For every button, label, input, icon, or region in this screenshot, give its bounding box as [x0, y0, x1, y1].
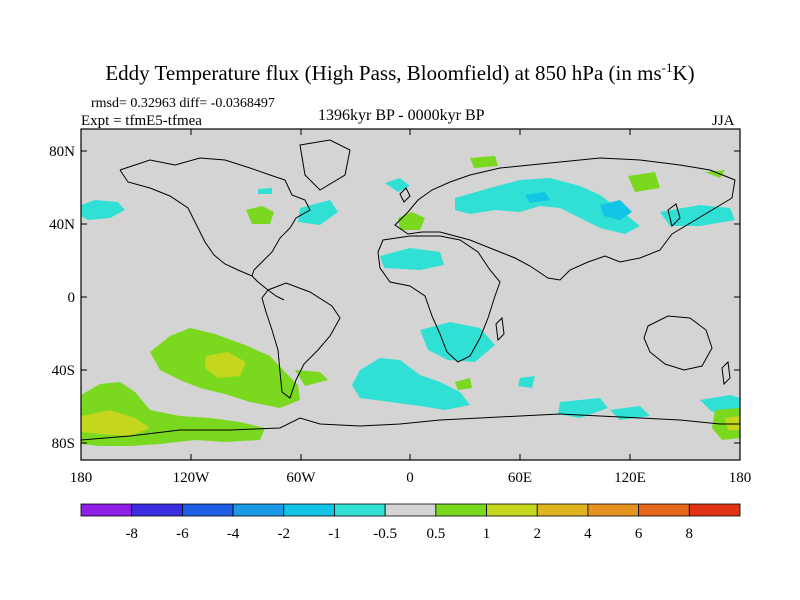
colorbar-label: -1 [328, 526, 341, 542]
experiment-label: Expt = tfmE5-tfmea [81, 113, 202, 129]
colorbar-label: 1 [483, 526, 491, 542]
map-background [81, 129, 740, 460]
x-tick-label: 180 [70, 470, 93, 486]
antarctic-coast-anomaly [700, 395, 740, 412]
colorbar-swatch [181, 503, 234, 517]
arctic-positive [705, 170, 725, 178]
y-tick-labels: 80N 40N 0 40S 80S [49, 144, 75, 452]
eurasia-anomaly [455, 178, 640, 234]
s-america-positive [295, 370, 328, 386]
y-tick-label: 40N [49, 217, 75, 233]
nw-pacific-anomaly [660, 205, 735, 226]
x-tick-label: 0 [406, 470, 414, 486]
siberia-anomaly [385, 178, 410, 192]
stronger-positive-regions [81, 352, 740, 436]
greenland-coast [299, 139, 351, 191]
colorbar-swatch [688, 503, 741, 517]
mediterranean-positive [398, 212, 425, 230]
uk-coast [399, 187, 411, 203]
colorbar-swatch [384, 503, 437, 517]
y-tick-label: 40S [52, 363, 75, 379]
colorbar-swatch [587, 503, 640, 517]
stronger-negative-regions [525, 192, 632, 220]
colorbar-swatch [80, 503, 133, 517]
north-america-coast [119, 157, 311, 301]
period-label: 1396kyr BP - 0000kyr BP [318, 107, 485, 124]
africa-coast [377, 235, 501, 363]
south-pacific-west-core [81, 410, 150, 436]
madagascar-coast [495, 316, 505, 342]
southern-ocean-anomaly [352, 358, 470, 410]
colorbar-swatch [131, 503, 183, 517]
colorbar-swatch [536, 503, 589, 517]
colorbar-label: 6 [635, 526, 643, 542]
colorbar-label: -8 [125, 526, 138, 542]
colorbar-swatch [334, 503, 386, 517]
x-tick-label: 120E [614, 470, 646, 486]
plot-title: Eddy Temperature flux (High Pass, Bloomf… [105, 60, 695, 85]
x-tick-label: 120W [173, 470, 211, 486]
antarctica-coast [81, 413, 740, 441]
colorbar-swatch [638, 503, 690, 517]
x-tick-marks [80, 129, 741, 460]
south-america-coast [261, 282, 341, 399]
indian-ocean-anomaly [518, 376, 535, 388]
colorbar-label: 2 [533, 526, 541, 542]
eurasia-coast [394, 157, 736, 281]
atlantic-strong-anomaly [525, 192, 550, 203]
new-zealand-coast [721, 360, 731, 386]
season-label: JJA [712, 113, 735, 129]
south-pacific-core [205, 352, 246, 378]
x-tick-labels: 180 120W 60W 0 60E 120E 180 [70, 470, 752, 486]
colorbar-label: -2 [278, 526, 291, 542]
n-africa-anomaly [380, 248, 444, 270]
colorbar: -8 -6 -4 -2 -1 -0.5 0.5 1 2 4 6 8 [80, 503, 741, 542]
x-tick-label: 60E [508, 470, 532, 486]
colorbar-label: 8 [686, 526, 694, 542]
y-tick-label: 80N [49, 144, 75, 160]
negative-anomaly-regions [81, 178, 740, 440]
atlantic-south-positive [455, 378, 472, 390]
colorbar-label: 4 [584, 526, 592, 542]
antarctic-east-core [725, 416, 740, 430]
x-tick-label: 60W [286, 470, 316, 486]
colorbar-swatch [232, 503, 285, 517]
stats-label: rmsd= 0.32963 diff= -0.0368497 [91, 96, 275, 111]
japan-coast [667, 203, 681, 227]
australia-coast [643, 315, 713, 371]
east-asia-positive [628, 172, 660, 192]
x-tick-label: 180 [729, 470, 752, 486]
colorbar-swatch [283, 503, 335, 517]
north-america-west-coast [119, 169, 253, 277]
great-lakes-positive [246, 206, 274, 224]
y-tick-label: 80S [52, 436, 75, 452]
asia-strong-anomaly [600, 200, 632, 220]
colorbar-swatch [435, 503, 487, 517]
colorbar-label: 0.5 [426, 526, 445, 542]
pacific-positive [470, 156, 498, 168]
colorbar-label: -6 [176, 526, 189, 542]
colorbar-label: -0.5 [373, 526, 397, 542]
y-tick-label: 0 [68, 290, 76, 306]
colorbar-swatch [486, 503, 538, 517]
coastlines [81, 139, 740, 441]
canada-anomaly [258, 188, 272, 194]
colorbar-label: -4 [227, 526, 240, 542]
y-tick-marks [81, 150, 740, 444]
s-pacific-east-anomaly [558, 398, 608, 418]
n-atlantic-pacific-edge-anomaly [81, 200, 125, 220]
